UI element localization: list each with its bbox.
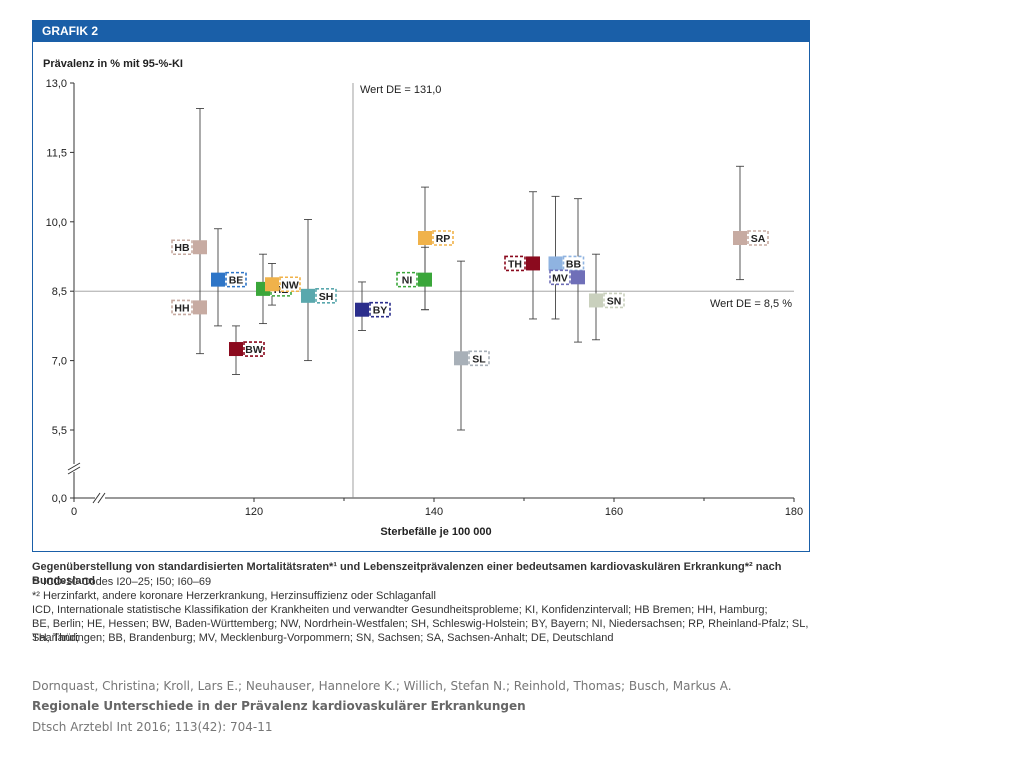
x-tick-label: 160	[605, 506, 623, 518]
point-label-box	[504, 255, 526, 272]
point-label-box	[279, 276, 301, 293]
x-tick-label: 0	[71, 506, 77, 518]
data-point-bb: BB	[548, 255, 585, 272]
data-point-sh: SH	[301, 288, 337, 304]
point-label-box	[171, 299, 193, 316]
point-marker	[229, 342, 243, 357]
error-bars	[196, 107, 744, 431]
y-tick-label: 13,0	[46, 78, 67, 90]
y-axis-break-gap	[68, 464, 80, 472]
point-label: BW	[245, 344, 263, 356]
point-label-box	[549, 269, 571, 286]
point-label: SN	[607, 295, 622, 307]
y-tick-label: 11,5	[46, 147, 67, 159]
data-point-be: BE	[211, 271, 247, 288]
caption-abbrev-line-2: BE, Berlin; HE, Hessen; BW, Baden-Württe…	[32, 618, 809, 644]
y-tick-label: 8,5	[52, 286, 67, 298]
x-axis-break-gap	[95, 492, 105, 504]
point-marker	[355, 302, 369, 317]
caption-abbrev-line-3: TH, Thüringen; BB, Brandenburg; MV, Meck…	[32, 632, 614, 644]
data-point-sl: SL	[454, 350, 490, 367]
data-point-rp: RP	[418, 230, 454, 246]
caption-title: Gegenüberstellung von standardisierten M…	[32, 561, 782, 587]
point-label: RP	[436, 233, 451, 245]
point-marker	[733, 230, 747, 245]
data-point-th: TH	[504, 255, 540, 272]
point-label: NI	[402, 275, 413, 287]
y-axis-break-mark	[67, 466, 81, 475]
caption-footnote-1: *¹ ICD-10-Codes I20–25; I50; I60–69	[32, 576, 212, 588]
point-label: SH	[319, 291, 334, 303]
data-point-bw: BW	[229, 341, 265, 357]
reference-label-horizontal: Wert DE = 8,5 %	[710, 298, 792, 310]
x-axis-break-mark	[92, 492, 101, 504]
y-axis-title: Prävalenz in % mit 95-%-KI	[43, 58, 183, 70]
point-marker	[193, 240, 207, 255]
point-label-box	[243, 341, 265, 357]
figure-frame: GRAFIK 2 0,0 5,5 7,0 8,5 10,0 11,5 13,0 0 120 140…	[32, 20, 810, 552]
point-label-box	[432, 230, 454, 246]
caption-abbrev-line-1: ICD, Internationale statistische Klassif…	[32, 604, 768, 616]
point-label: SA	[751, 233, 766, 245]
point-label-box	[603, 292, 625, 309]
x-axis-break-mark	[97, 492, 106, 504]
point-label: MV	[552, 272, 568, 284]
y-tick-label: 5,5	[52, 425, 67, 437]
point-label: BB	[566, 258, 582, 270]
figure-label: GRAFIK 2	[33, 21, 809, 42]
point-label-box	[315, 288, 337, 304]
point-marker	[211, 272, 225, 287]
y-axis-break-mark	[67, 462, 81, 471]
y-tick-label: 10,0	[46, 217, 67, 229]
prevalence-mortality-chart: 0,0 5,5 7,0 8,5 10,0 11,5 13,0 0 120 140 160 180 We…	[43, 58, 804, 538]
point-label: BE	[229, 275, 244, 287]
citation-title: Regionale Unterschiede in der Prävalenz …	[32, 699, 526, 713]
data-point-nw: NW	[265, 276, 301, 293]
y-tick-label: 7,0	[52, 356, 67, 368]
x-tick-label: 140	[425, 506, 443, 518]
citation-authors: Dornquast, Christina; Kroll, Lars E.; Ne…	[32, 679, 732, 693]
data-point-mv: MV	[549, 269, 585, 286]
point-label: TH	[508, 258, 522, 270]
point-marker	[454, 351, 468, 366]
x-tick-label: 120	[245, 506, 263, 518]
point-marker	[526, 256, 540, 271]
point-marker	[418, 230, 432, 245]
point-label-box	[562, 255, 585, 272]
y-tick-label: 0,0	[52, 493, 67, 505]
data-points: HBHHBEBWHENWSHBYNIRPSLTHBBMVSNSA	[171, 230, 769, 367]
point-marker	[193, 300, 207, 315]
axes: 0,0 5,5 7,0 8,5 10,0 11,5 13,0 0 120 140 160 180	[46, 78, 804, 518]
data-point-ni: NI	[396, 271, 432, 288]
point-label-box	[747, 230, 769, 246]
data-point-hh: HH	[171, 299, 207, 316]
x-tick-label: 180	[785, 506, 803, 518]
point-marker	[548, 256, 563, 271]
point-label: SL	[472, 353, 486, 365]
point-label: BY	[373, 305, 388, 317]
x-axis-title: Sterbefälle je 100 000	[380, 526, 491, 538]
reference-label-vertical: Wert DE = 131,0	[360, 84, 441, 96]
reference-lines: Wert DE = 131,0 Wert DE = 8,5 %	[74, 83, 794, 498]
data-point-hb: HB	[171, 239, 207, 256]
citation-journal: Dtsch Arztebl Int 2016; 113(42): 704-11	[32, 720, 273, 734]
point-marker	[571, 270, 585, 285]
point-label-box	[396, 271, 418, 288]
point-marker	[418, 272, 432, 287]
data-point-sa: SA	[733, 230, 769, 246]
point-label: HH	[174, 302, 189, 314]
point-label-box	[468, 350, 490, 367]
caption-footnote-2: *² Herzinfarkt, andere koronare Herzerkr…	[32, 590, 436, 602]
point-label-box	[225, 271, 247, 288]
point-label: HB	[174, 242, 190, 254]
point-marker	[265, 277, 279, 292]
point-label-box	[369, 301, 391, 318]
data-point-sn: SN	[589, 292, 625, 309]
point-label-box	[171, 239, 193, 256]
point-label: NW	[281, 279, 299, 291]
point-marker	[589, 293, 603, 308]
data-point-by: BY	[355, 301, 391, 318]
point-marker	[301, 288, 315, 303]
